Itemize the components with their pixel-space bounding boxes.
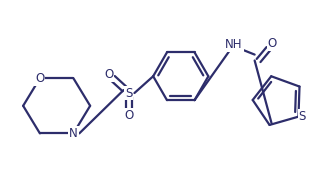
Text: S: S — [125, 86, 132, 100]
Text: O: O — [268, 37, 277, 50]
Text: NH: NH — [225, 38, 243, 51]
Text: O: O — [104, 68, 114, 81]
Text: N: N — [69, 127, 78, 140]
Text: O: O — [124, 109, 133, 122]
Text: S: S — [299, 110, 306, 123]
Text: O: O — [35, 72, 45, 85]
